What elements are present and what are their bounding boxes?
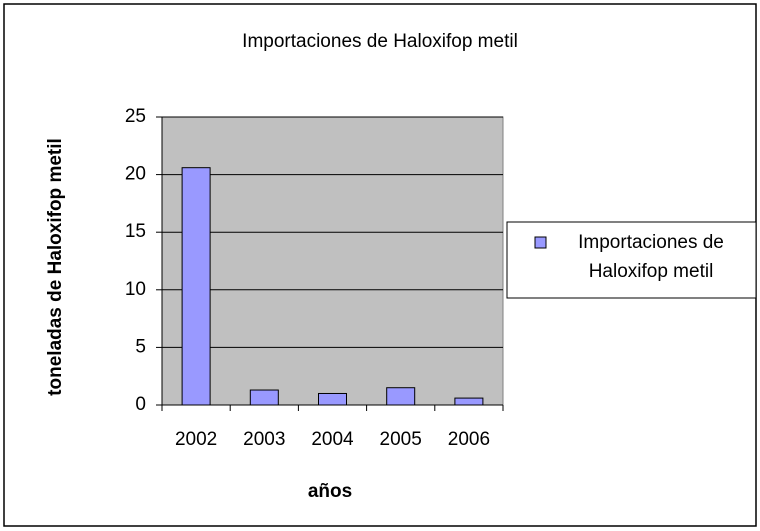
bar <box>318 392 347 406</box>
y-tick-label: 5 <box>135 336 146 357</box>
plot-area <box>161 116 504 406</box>
legend-label: Importaciones de Haloxifop metil <box>578 232 724 282</box>
y-tick-label: 10 <box>125 279 146 300</box>
bar <box>249 389 279 406</box>
x-axis-title: años <box>308 481 352 502</box>
y-tick-label: 25 <box>125 106 146 127</box>
x-tick-label: 2005 <box>380 429 422 450</box>
bar <box>181 167 211 406</box>
x-tick-label: 2002 <box>175 429 217 450</box>
chart-title: Importaciones de Haloxifop metil <box>242 31 518 52</box>
y-tick-label: 15 <box>125 221 146 242</box>
bar <box>454 397 484 406</box>
x-tick-label: 2006 <box>448 429 490 450</box>
y-tick-label: 0 <box>135 394 146 415</box>
y-axis-title: toneladas de Haloxifop metil <box>45 138 66 396</box>
y-axis-title-box: toneladas de Haloxifop metil <box>45 138 66 396</box>
legend-label-box: Importaciones de Haloxifop metil <box>578 232 724 282</box>
legend-box <box>506 221 757 299</box>
x-tick-label: 2004 <box>311 429 354 450</box>
legend-swatch <box>534 236 547 249</box>
bar <box>386 387 416 406</box>
y-tick-label: 20 <box>125 164 146 185</box>
x-tick-label: 2003 <box>243 429 285 450</box>
